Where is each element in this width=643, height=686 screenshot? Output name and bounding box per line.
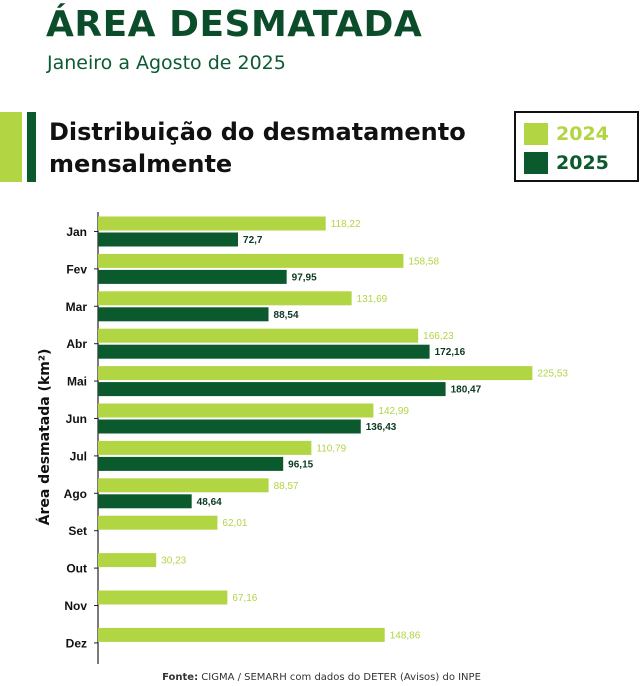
- tick-label-jul: Jul: [70, 449, 87, 463]
- page-subtitle: Janeiro a Agosto de 2025: [47, 52, 286, 74]
- tick-label-mar: Mar: [66, 300, 88, 314]
- bar-2025-mai: [98, 382, 446, 397]
- data-label-2025-ago: 48,64: [197, 497, 222, 508]
- bar-2025-fev: [98, 269, 287, 284]
- data-label-2024-mar: 131,69: [357, 294, 388, 305]
- tick-label-set: Set: [68, 524, 87, 538]
- bar-2025-mar: [98, 307, 269, 322]
- data-label-2024-nov: 67,16: [232, 593, 257, 604]
- accent-bar-dark: [27, 112, 36, 182]
- bar-2024-mar: [98, 291, 352, 306]
- data-label-2024-fev: 158,58: [408, 256, 439, 267]
- bar-2024-abr: [98, 328, 419, 343]
- bar-2024-jul: [98, 440, 312, 455]
- data-label-2024-ago: 88,57: [274, 481, 299, 492]
- section-title-line2: mensalmente: [49, 150, 233, 178]
- tick-label-ago: Ago: [64, 487, 87, 501]
- tick-label-jun: Jun: [66, 412, 87, 426]
- tick-label-out: Out: [66, 562, 87, 576]
- data-label-2025-abr: 172,16: [435, 347, 466, 358]
- data-label-2024-out: 30,23: [161, 556, 186, 567]
- data-label-2025-jun: 136,43: [366, 422, 397, 433]
- bar-2024-set: [98, 515, 218, 530]
- data-label-2025-mar: 88,54: [274, 310, 299, 321]
- bar-2025-jul: [98, 456, 284, 471]
- tick-label-jan: Jan: [66, 225, 87, 239]
- data-label-2025-mai: 180,47: [451, 385, 482, 396]
- bar-2025-jan: [98, 232, 239, 247]
- legend-label-2024: 2024: [556, 123, 609, 145]
- source-label: Fonte:: [162, 672, 199, 683]
- data-label-2024-abr: 166,23: [423, 331, 454, 342]
- legend-swatch-2025: [524, 152, 548, 174]
- data-label-2024-set: 62,01: [222, 518, 247, 529]
- data-label-2024-dez: 148,86: [390, 630, 421, 641]
- chart-legend: 2024 2025: [514, 111, 639, 182]
- source-text: CIGMA / SEMARH com dados do DETER (Aviso…: [198, 672, 481, 683]
- legend-label-2025: 2025: [556, 152, 609, 174]
- bar-2024-ago: [98, 478, 269, 493]
- source-note: Fonte: CIGMA / SEMARH com dados do DETER…: [0, 672, 643, 683]
- bar-2024-mai: [98, 366, 533, 381]
- tick-label-nov: Nov: [64, 599, 87, 613]
- data-label-2025-fev: 97,95: [292, 272, 317, 283]
- data-label-2024-jan: 118,22: [331, 219, 361, 230]
- bar-2024-out: [98, 553, 157, 568]
- tick-label-dez: Dez: [66, 636, 87, 650]
- bar-2025-abr: [98, 344, 430, 359]
- section-title-line1: Distribuição do desmatamento: [49, 118, 466, 146]
- tick-label-mai: Mai: [67, 375, 87, 389]
- bar-2025-ago: [98, 494, 192, 509]
- bar-2024-dez: [98, 627, 385, 642]
- bar-2024-jan: [98, 216, 326, 231]
- accent-bar-light: [0, 112, 22, 182]
- section-title: Distribuição do desmatamento mensalmente: [49, 116, 499, 180]
- bar-2025-jun: [98, 419, 361, 434]
- tick-label-abr: Abr: [66, 337, 87, 351]
- legend-swatch-2024: [524, 123, 548, 145]
- legend-item-2024: 2024: [524, 123, 609, 145]
- bar-2024-jun: [98, 403, 374, 418]
- data-label-2024-jul: 110,79: [316, 443, 346, 454]
- data-label-2025-jan: 72,7: [243, 235, 263, 246]
- bar-2024-nov: [98, 590, 228, 605]
- data-label-2024-mai: 225,53: [537, 369, 568, 380]
- tick-label-fev: Fev: [66, 262, 87, 276]
- data-label-2024-jun: 142,99: [378, 406, 409, 417]
- bar-2024-fev: [98, 253, 404, 268]
- data-label-2025-jul: 96,15: [288, 459, 313, 470]
- page-title: ÁREA DESMATADA: [46, 4, 423, 45]
- y-axis-title: Área desmatada (km²): [36, 349, 53, 526]
- legend-item-2025: 2025: [524, 152, 609, 174]
